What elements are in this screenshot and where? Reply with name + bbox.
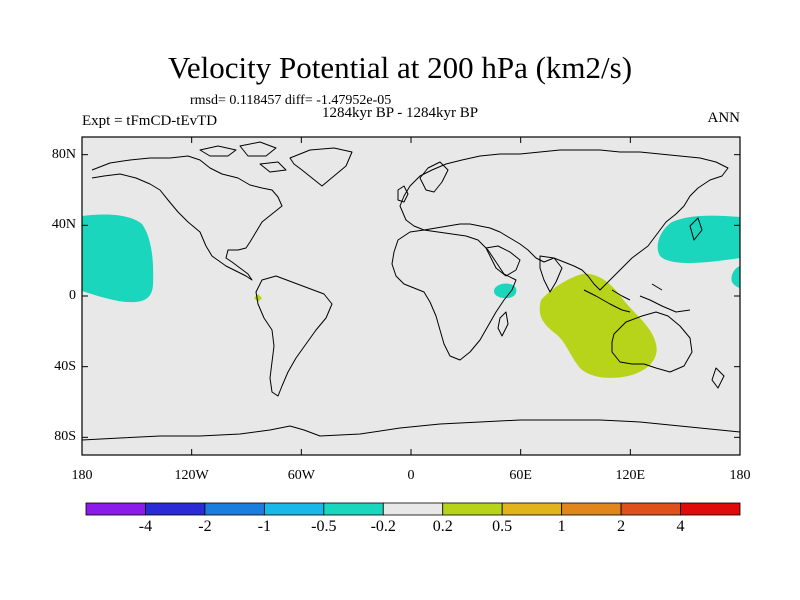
colorbar-label: -4 xyxy=(138,518,153,535)
colorbar-label: 0.5 xyxy=(492,518,513,535)
colorbar-swatch xyxy=(442,502,503,516)
coast-africa xyxy=(391,229,517,361)
coast-north-america xyxy=(91,155,283,281)
colorbar-swatch xyxy=(620,502,681,516)
coast-british-isles xyxy=(397,185,409,203)
anomaly-east-pacific-equator xyxy=(254,294,262,302)
experiment-label: Expt = tFmCD-tEvTD xyxy=(82,113,218,129)
coast-indonesia xyxy=(583,283,691,313)
coast-india xyxy=(539,255,563,293)
colorbar-swatch xyxy=(561,502,622,516)
coast-japan xyxy=(689,217,703,241)
lat-label: 0 xyxy=(69,288,76,303)
anomaly-north-pacific-east xyxy=(657,215,740,263)
lon-label: 120W xyxy=(174,468,209,483)
colorbar-swatch xyxy=(680,502,741,516)
colorbar-swatch xyxy=(501,502,563,516)
season-label: ANN xyxy=(707,110,741,126)
colorbar-label: 4 xyxy=(676,518,685,535)
colorbar-label: -2 xyxy=(198,518,212,535)
colorbar-swatch xyxy=(263,502,325,516)
coast-arctic-islands xyxy=(199,141,287,173)
colorbar-label: 0.2 xyxy=(432,518,453,535)
axis-ticks xyxy=(81,137,741,455)
colorbar-swatch xyxy=(323,502,384,516)
lon-label: 0 xyxy=(407,468,415,483)
colorbar-swatch xyxy=(204,502,265,516)
colorbar-label: 1 xyxy=(557,518,566,535)
colorbar-label: -0.5 xyxy=(311,518,337,535)
stats-line: rmsd= 0.118457 diff= -1.47952e-05 xyxy=(190,93,392,108)
lon-label: 60E xyxy=(509,468,532,483)
coast-eurasia xyxy=(399,149,729,291)
lat-label: 80N xyxy=(51,146,76,162)
anomaly-north-pacific-east-lobe xyxy=(731,266,740,288)
lon-label: 60W xyxy=(287,468,315,483)
lat-label: 40S xyxy=(54,358,76,374)
period-label: 1284kyr BP - 1284kyr BP xyxy=(322,105,479,121)
colorbar-swatch xyxy=(382,502,444,516)
lat-label: 40N xyxy=(51,217,76,233)
anomaly-indian-ocean xyxy=(539,273,657,378)
coast-arabia xyxy=(485,245,521,277)
coast-antarctica xyxy=(82,419,740,441)
lon-label: 120E xyxy=(615,468,646,483)
coast-australia xyxy=(611,311,693,373)
colorbar-swatch xyxy=(145,502,206,516)
anomaly-east-africa xyxy=(493,283,517,299)
colorbar-label: 2 xyxy=(617,518,626,535)
colorbar xyxy=(85,502,741,516)
coast-south-america xyxy=(255,275,333,397)
plot-title: Velocity Potential at 200 hPa (km2/s) xyxy=(167,50,633,85)
coast-madagascar xyxy=(497,311,509,337)
lon-label: 180 xyxy=(729,468,751,483)
colorbar-swatch xyxy=(85,502,146,516)
map-background xyxy=(82,137,740,455)
colorbar-label: -1 xyxy=(257,518,272,535)
coast-new-zealand xyxy=(711,367,725,389)
lat-label: 80S xyxy=(54,429,76,445)
coast-greenland xyxy=(289,147,353,187)
lon-label: 180 xyxy=(71,468,93,483)
anomaly-north-pacific-west xyxy=(82,214,154,303)
colorbar-label: -0.2 xyxy=(370,518,396,535)
coast-scandinavia xyxy=(419,161,449,193)
